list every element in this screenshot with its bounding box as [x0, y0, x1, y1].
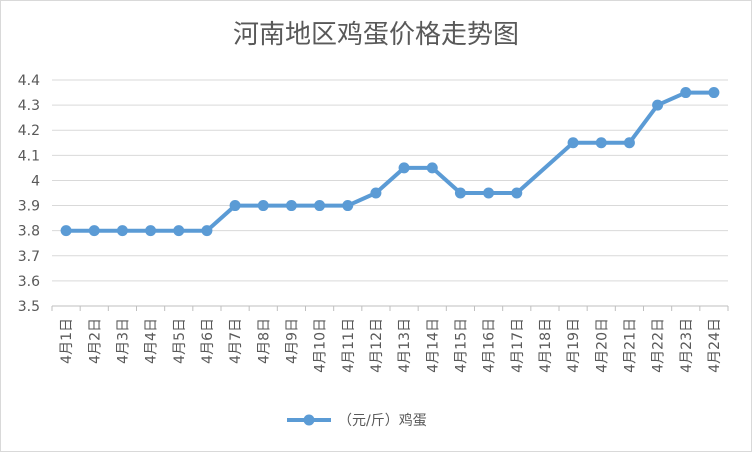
data-point: [173, 225, 185, 237]
axes: [51, 305, 729, 311]
x-tick-label: 4月22日: [651, 318, 667, 373]
x-tick-label: 4月11日: [341, 318, 357, 373]
data-point: [145, 225, 157, 237]
x-tick-label: 4月18日: [538, 318, 554, 373]
y-tick-label: 3.8: [18, 224, 40, 240]
x-tick-label: 4月16日: [482, 318, 498, 373]
x-tick-labels: 4月1日 4月2日 4月3日 4月4日 4月5日 4月6日 4月7日 4月8日 4月9日 4月10…: [59, 318, 723, 373]
x-tick-label: 4月12日: [369, 318, 385, 373]
y-tick-label: 4.2: [18, 123, 40, 139]
x-tick-label: 4月20日: [594, 318, 610, 373]
gridlines: [52, 79, 728, 282]
data-point: [708, 87, 720, 99]
y-tick-label: 4.4: [18, 73, 40, 89]
y-tick-label: 3.7: [18, 249, 40, 265]
x-tick-label: 4月9日: [284, 318, 300, 364]
data-point: [680, 87, 692, 99]
y-tick-labels: 3.5 3.6 3.7 3.8 3.9 4 4.1 4.2 4.3 4.4: [18, 73, 40, 315]
data-point: [454, 187, 466, 199]
series-line: [66, 90, 714, 233]
data-point: [229, 200, 241, 212]
data-point: [370, 187, 382, 199]
data-point: [398, 162, 410, 174]
x-tick-label: 4月6日: [200, 318, 216, 364]
y-tick-label: 3.9: [18, 199, 40, 215]
data-point: [511, 187, 523, 199]
x-tick-label: 4月14日: [425, 318, 441, 373]
data-point: [257, 200, 269, 212]
x-tick-label: 4月23日: [679, 318, 695, 373]
x-tick-label: 4月1日: [59, 318, 75, 364]
data-point: [342, 200, 354, 212]
y-tick-label: 3.5: [18, 299, 40, 315]
y-tick-label: 4: [31, 173, 40, 189]
chart-title: 河南地区鸡蛋价格走势图: [233, 20, 519, 50]
data-point: [201, 225, 213, 237]
x-tick-label: 4月10日: [313, 318, 329, 373]
data-point: [652, 99, 664, 111]
x-tick-label: 4月15日: [453, 318, 469, 373]
data-point: [116, 225, 128, 237]
x-tick-label: 4月5日: [172, 318, 188, 364]
x-tick-label: 4月24日: [707, 318, 723, 373]
data-point: [567, 137, 579, 149]
x-tick-label: 4月3日: [115, 318, 131, 364]
legend-label: （元/斤）鸡蛋: [338, 412, 427, 429]
y-tick-label: 4.3: [18, 98, 40, 114]
data-point: [60, 225, 72, 237]
x-tick-label: 4月8日: [256, 318, 272, 364]
legend-marker-swatch: [303, 414, 315, 426]
data-point: [623, 137, 635, 149]
data-point: [595, 137, 607, 149]
x-tick-label: 4月4日: [144, 318, 160, 364]
x-tick-label: 4月7日: [228, 318, 244, 364]
data-point: [483, 187, 495, 199]
series-layer: [60, 87, 720, 237]
y-tick-label: 3.6: [18, 274, 40, 290]
x-tick-label: 4月21日: [622, 318, 638, 373]
y-tick-label: 4.1: [18, 148, 40, 164]
data-point: [314, 200, 326, 212]
x-tick-label: 4月2日: [87, 318, 103, 364]
x-tick-label: 4月19日: [566, 318, 582, 373]
data-point: [88, 225, 100, 237]
data-point: [426, 162, 438, 174]
x-tick-label: 4月17日: [510, 318, 526, 373]
x-tick-label: 4月13日: [397, 318, 413, 373]
data-point: [285, 200, 297, 212]
legend: （元/斤）鸡蛋: [287, 412, 427, 429]
